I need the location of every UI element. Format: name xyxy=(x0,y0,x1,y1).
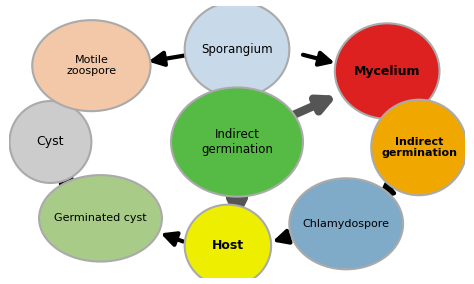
Text: Germinated cyst: Germinated cyst xyxy=(54,213,147,223)
Ellipse shape xyxy=(335,23,439,119)
Text: Sporangium: Sporangium xyxy=(201,43,273,56)
Ellipse shape xyxy=(39,175,162,262)
Text: Chlamydospore: Chlamydospore xyxy=(303,219,390,229)
Text: Host: Host xyxy=(212,239,244,252)
Ellipse shape xyxy=(371,100,467,195)
Text: Indirect
germination: Indirect germination xyxy=(201,128,273,156)
Ellipse shape xyxy=(185,1,289,97)
Ellipse shape xyxy=(171,87,303,197)
Ellipse shape xyxy=(32,20,151,111)
Text: Motile
zoospore: Motile zoospore xyxy=(66,55,117,76)
Text: Cyst: Cyst xyxy=(36,135,64,149)
Text: Mycelium: Mycelium xyxy=(354,65,420,78)
Ellipse shape xyxy=(9,101,91,183)
Ellipse shape xyxy=(289,178,403,269)
Ellipse shape xyxy=(185,205,271,284)
Text: Indirect
germination: Indirect germination xyxy=(381,137,457,158)
